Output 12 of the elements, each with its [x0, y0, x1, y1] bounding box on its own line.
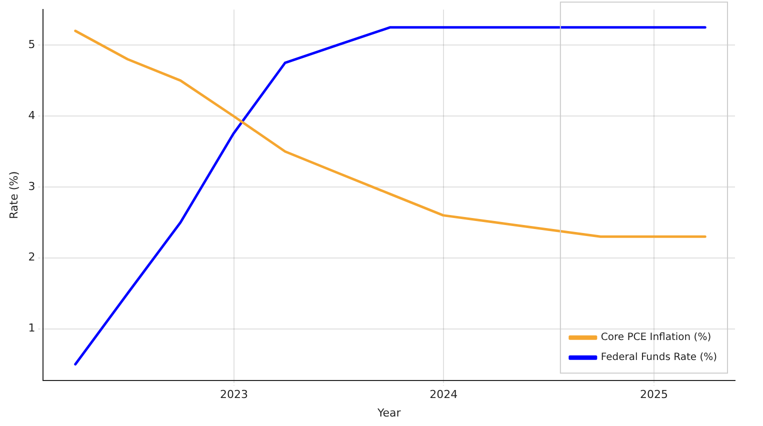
- y-tick-label: 3: [28, 180, 36, 193]
- legend-label: Federal Funds Rate (%): [600, 352, 718, 364]
- x-tick-label: 2023: [220, 388, 248, 402]
- x-tick-label: 2025: [640, 388, 668, 402]
- y-tick-label: 2: [28, 250, 36, 264]
- x-tick-label: 2024: [430, 388, 458, 402]
- y-tick-label: 4: [28, 108, 36, 122]
- x-axis-title: Year: [376, 406, 402, 420]
- y-tick-label: 1: [28, 322, 36, 335]
- y-tick-label: 5: [28, 38, 36, 51]
- legend-label: Core PCE Inflation (%): [600, 332, 712, 344]
- y-axis-title: Rate (%): [7, 171, 20, 219]
